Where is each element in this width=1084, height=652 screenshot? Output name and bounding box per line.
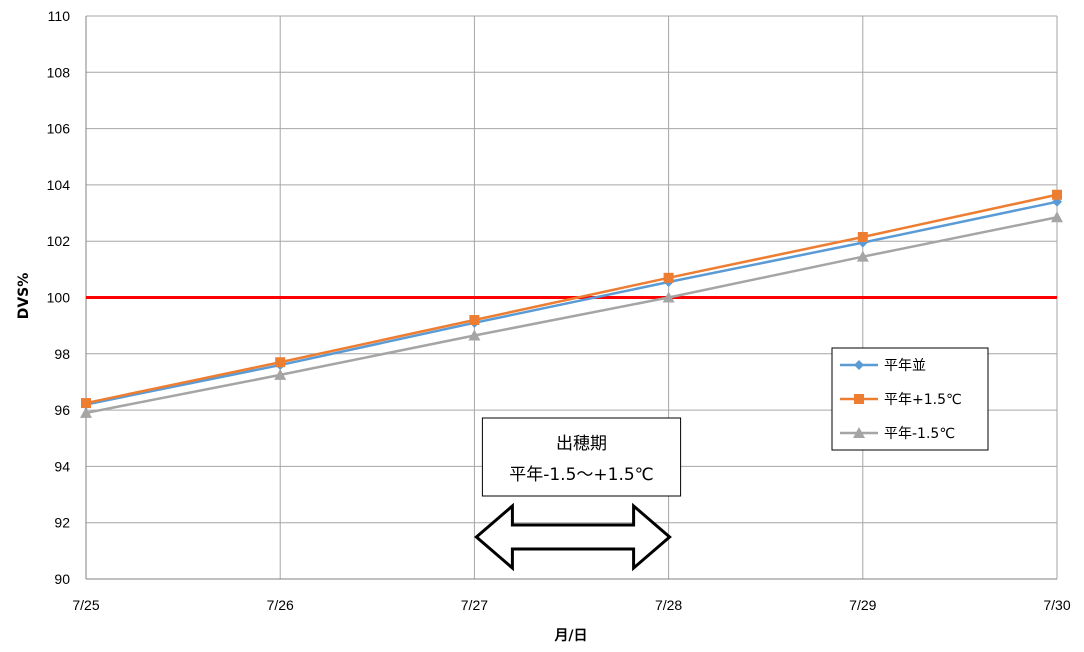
y-axis-ticks: 90 92 94 96 98 100 102 104 106 108 110 (47, 8, 71, 587)
x-tick-label: 7/25 (72, 597, 99, 613)
data-point (1051, 211, 1063, 223)
annotation-text: 出穂期 (556, 434, 607, 454)
data-point (1052, 189, 1062, 200)
legend-swatch-marker (853, 427, 865, 438)
series-line (85, 200, 1058, 406)
legend-entry: 平年並 (840, 358, 926, 374)
y-tick-label: 106 (47, 121, 71, 137)
data-point (274, 368, 287, 380)
data-point (81, 398, 91, 409)
y-tick-label: 102 (47, 233, 71, 249)
x-tick-label: 7/29 (849, 597, 876, 613)
y-tick-label: 90 (54, 571, 70, 587)
x-tick-label: 7/28 (655, 597, 682, 613)
legend-swatch-marker (854, 394, 864, 404)
x-tick-label: 7/27 (461, 597, 488, 613)
data-point (275, 357, 286, 368)
data-point (856, 250, 869, 262)
y-tick-label: 104 (47, 177, 71, 193)
data-point (469, 315, 480, 326)
legend-swatch-marker (854, 360, 864, 370)
series-line (85, 216, 1058, 415)
x-tick-label: 7/26 (267, 597, 294, 613)
series-2 (81, 189, 1062, 409)
legend-entry: 平年-1.5℃ (840, 426, 955, 442)
y-axis-label: DVS% (16, 273, 32, 320)
y-tick-label: 98 (54, 346, 70, 362)
annotation-box (481, 417, 682, 497)
y-tick-label: 100 (47, 290, 71, 306)
data-point (663, 272, 674, 283)
legend-entry: 平年+1.5℃ (840, 392, 962, 408)
legend-label: 平年並 (884, 358, 926, 374)
double-arrow-icon (474, 502, 672, 572)
series-line (85, 193, 1058, 405)
y-tick-label: 108 (47, 64, 71, 80)
y-tick-label: 110 (48, 8, 71, 24)
data-point (857, 231, 868, 242)
series-group (80, 189, 1063, 418)
y-tick-label: 96 (54, 402, 70, 418)
legend-label: 平年+1.5℃ (884, 392, 962, 408)
data-point (80, 406, 92, 418)
data-point (662, 291, 675, 303)
legend-label: 平年-1.5℃ (884, 426, 955, 442)
y-tick-label: 94 (54, 458, 70, 474)
series-3 (80, 211, 1063, 418)
x-axis-ticks: 7/25 7/26 7/27 7/28 7/29 7/30 (72, 597, 1070, 613)
x-axis-label: 月/日 (553, 628, 587, 644)
data-point (468, 329, 481, 341)
annotation-text: 平年-1.5～+1.5℃ (509, 465, 654, 485)
x-tick-label: 7/30 (1043, 597, 1070, 613)
y-tick-label: 92 (54, 515, 70, 531)
